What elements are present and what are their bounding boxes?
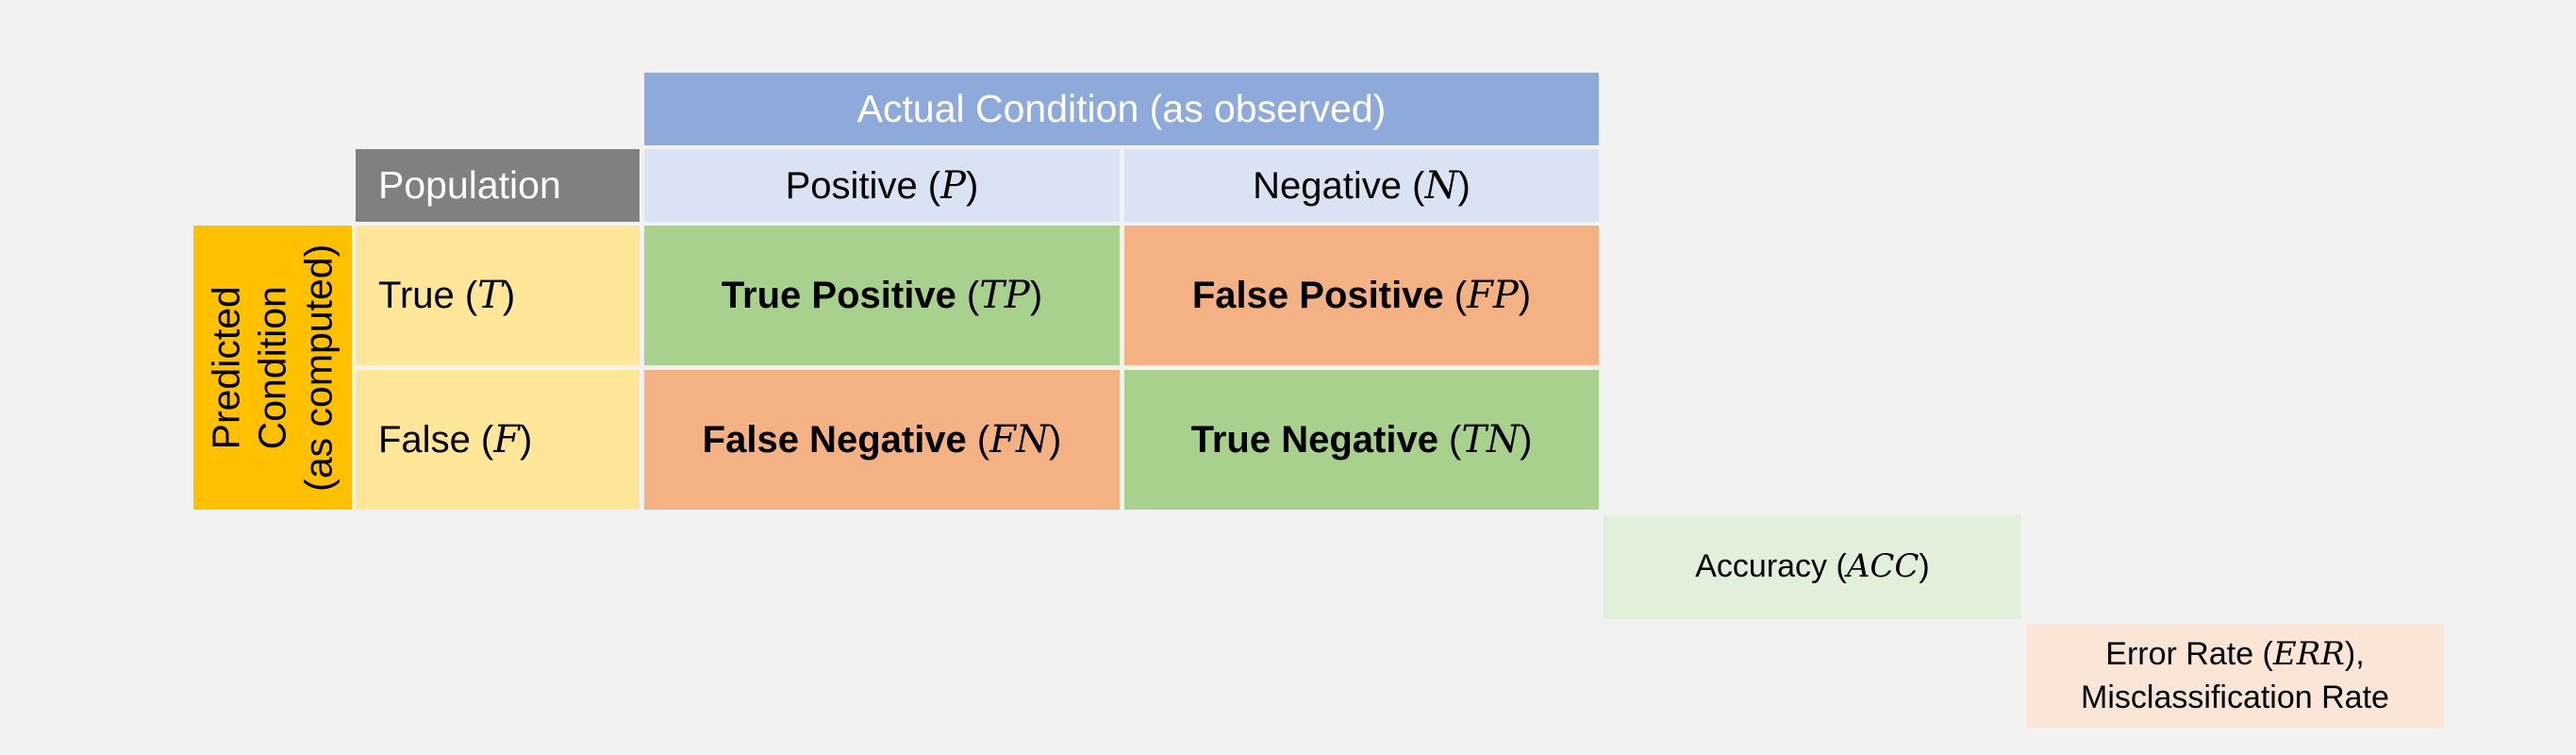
true-negative-cell: True Negative (TN) <box>1124 370 1599 510</box>
row-false-label: False (F) <box>378 418 533 461</box>
error-rate-label: Error Rate (ERR), Misclassification Rate <box>2081 634 2389 715</box>
error-rate-metric: Error Rate (ERR), Misclassification Rate <box>2026 624 2444 729</box>
accuracy-metric: Accuracy (ACC) <box>1604 514 2021 619</box>
column-positive-label: Positive (P) <box>785 163 979 208</box>
accuracy-label: Accuracy (ACC) <box>1695 546 1930 585</box>
actual-condition-header: Actual Condition (as observed) <box>644 73 1599 145</box>
population-label: Population <box>378 163 561 207</box>
true-positive-label: True Positive (TP) <box>721 274 1043 317</box>
false-negative-label: False Negative (FN) <box>702 418 1062 461</box>
actual-condition-label: Actual Condition (as observed) <box>856 87 1387 130</box>
false-positive-label: False Positive (FP) <box>1191 274 1532 317</box>
population-header: Population <box>356 149 640 222</box>
false-negative-cell: False Negative (FN) <box>644 370 1120 510</box>
column-header-negative: Negative (N) <box>1124 149 1599 222</box>
predicted-condition-label: Predicted Condition (as computed) <box>204 243 341 492</box>
row-header-false: False (F) <box>356 370 640 510</box>
row-header-true: True (T) <box>356 226 640 365</box>
row-true-label: True (T) <box>378 274 516 317</box>
false-positive-cell: False Positive (FP) <box>1124 226 1599 365</box>
column-header-positive: Positive (P) <box>644 149 1120 222</box>
predicted-condition-header: Predicted Condition (as computed) <box>193 226 352 510</box>
column-negative-label: Negative (N) <box>1253 163 1471 208</box>
true-negative-label: True Negative (TN) <box>1190 418 1533 461</box>
true-positive-cell: True Positive (TP) <box>644 226 1120 365</box>
